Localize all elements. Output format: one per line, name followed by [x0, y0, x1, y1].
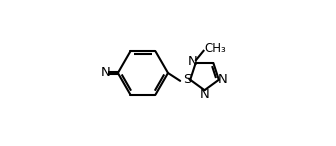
Text: N: N [188, 55, 198, 68]
Text: N: N [218, 73, 228, 86]
Text: S: S [183, 73, 191, 86]
Text: N: N [101, 66, 111, 80]
Text: CH₃: CH₃ [204, 42, 226, 55]
Text: N: N [200, 88, 209, 101]
